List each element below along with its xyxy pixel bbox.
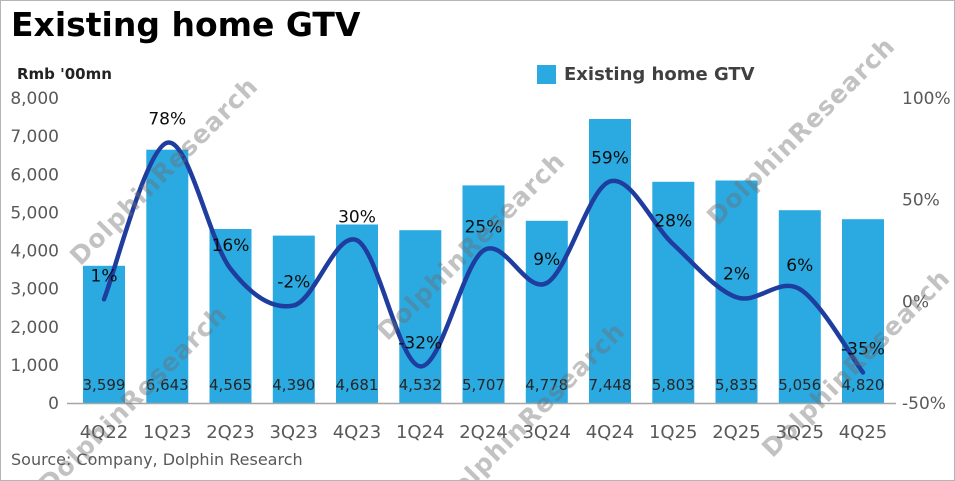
bar [778, 210, 821, 403]
left-axis-units-label: Rmb '00mn [17, 65, 112, 83]
bar [525, 220, 568, 403]
x-axis-label: 2Q24 [459, 422, 508, 443]
x-axis-label: 1Q23 [143, 422, 192, 443]
right-axis-tick: 0% [902, 292, 929, 312]
yoy-label: -2% [277, 272, 310, 292]
left-axis-tick: 1,000 [10, 356, 59, 376]
bar-value-label: 3,599 [83, 376, 126, 394]
bar-value-label: 5,835 [715, 376, 758, 394]
x-axis-label: 4Q23 [333, 422, 382, 443]
x-axis-label: 4Q24 [586, 422, 635, 443]
yoy-label: -35% [841, 340, 885, 360]
legend-swatch [537, 65, 556, 84]
x-axis-label: 2Q25 [712, 422, 761, 443]
bar [83, 265, 125, 403]
legend-label: Existing home GTV [564, 64, 755, 85]
x-axis-label: 4Q22 [80, 422, 129, 443]
legend: Existing home GTV [537, 64, 755, 85]
bar [399, 230, 442, 403]
x-axis-label: 4Q25 [839, 422, 888, 443]
source-note: Source: Company, Dolphin Research [11, 450, 303, 469]
yoy-label: 6% [786, 256, 813, 276]
page-title: Existing home GTV [11, 5, 361, 44]
bar-value-label: 4,532 [399, 376, 442, 394]
x-axis-label: 3Q25 [775, 422, 824, 443]
bar-value-label: 5,803 [652, 376, 695, 394]
bar-value-label: 4,681 [336, 376, 379, 394]
yoy-label: 59% [591, 148, 629, 168]
left-axis-tick: 5,000 [10, 203, 59, 223]
yoy-label: 78% [148, 110, 186, 130]
bar-value-label: 7,448 [589, 376, 632, 394]
yoy-label: 28% [654, 211, 692, 231]
bar [272, 235, 315, 403]
left-axis-tick: 2,000 [10, 318, 59, 338]
left-axis-tick: 6,000 [10, 165, 59, 185]
bar-value-label: 4,778 [525, 376, 568, 394]
x-axis-label: 3Q23 [269, 422, 318, 443]
bar-value-label: 4,390 [272, 376, 315, 394]
left-axis-tick: 0 [48, 394, 59, 414]
yoy-label: 1% [91, 266, 118, 286]
yoy-label: 16% [212, 236, 250, 256]
bar [146, 149, 189, 403]
yoy-label: 30% [338, 207, 376, 227]
left-axis-tick: 4,000 [10, 242, 59, 262]
yoy-label: 2% [723, 264, 750, 284]
x-axis-label: 1Q25 [649, 422, 698, 443]
bar-value-label: 5,056 [778, 376, 821, 394]
x-axis-label: 1Q24 [396, 422, 445, 443]
right-axis-tick: 50% [902, 191, 940, 211]
right-axis-tick: 100% [902, 89, 951, 109]
yoy-label: 25% [465, 218, 503, 238]
left-axis-tick: 7,000 [10, 127, 59, 147]
bar [652, 181, 695, 403]
x-axis-label: 3Q24 [522, 422, 571, 443]
bar-value-label: 5,707 [462, 376, 505, 394]
bar-value-label: 4,820 [842, 376, 885, 394]
left-axis-tick: 3,000 [10, 280, 59, 300]
yoy-label: 9% [533, 250, 560, 270]
yoy-label: -32% [398, 333, 442, 353]
right-axis-tick: -50% [902, 394, 946, 414]
bar [589, 119, 631, 403]
bar [336, 224, 378, 403]
x-axis-label: 2Q23 [206, 422, 255, 443]
yoy-line [101, 140, 866, 375]
bar [462, 185, 505, 403]
left-axis-tick: 8,000 [10, 89, 59, 109]
bar-value-label: 6,643 [146, 376, 189, 394]
bar [209, 229, 252, 403]
bar-value-label: 4,565 [209, 376, 252, 394]
